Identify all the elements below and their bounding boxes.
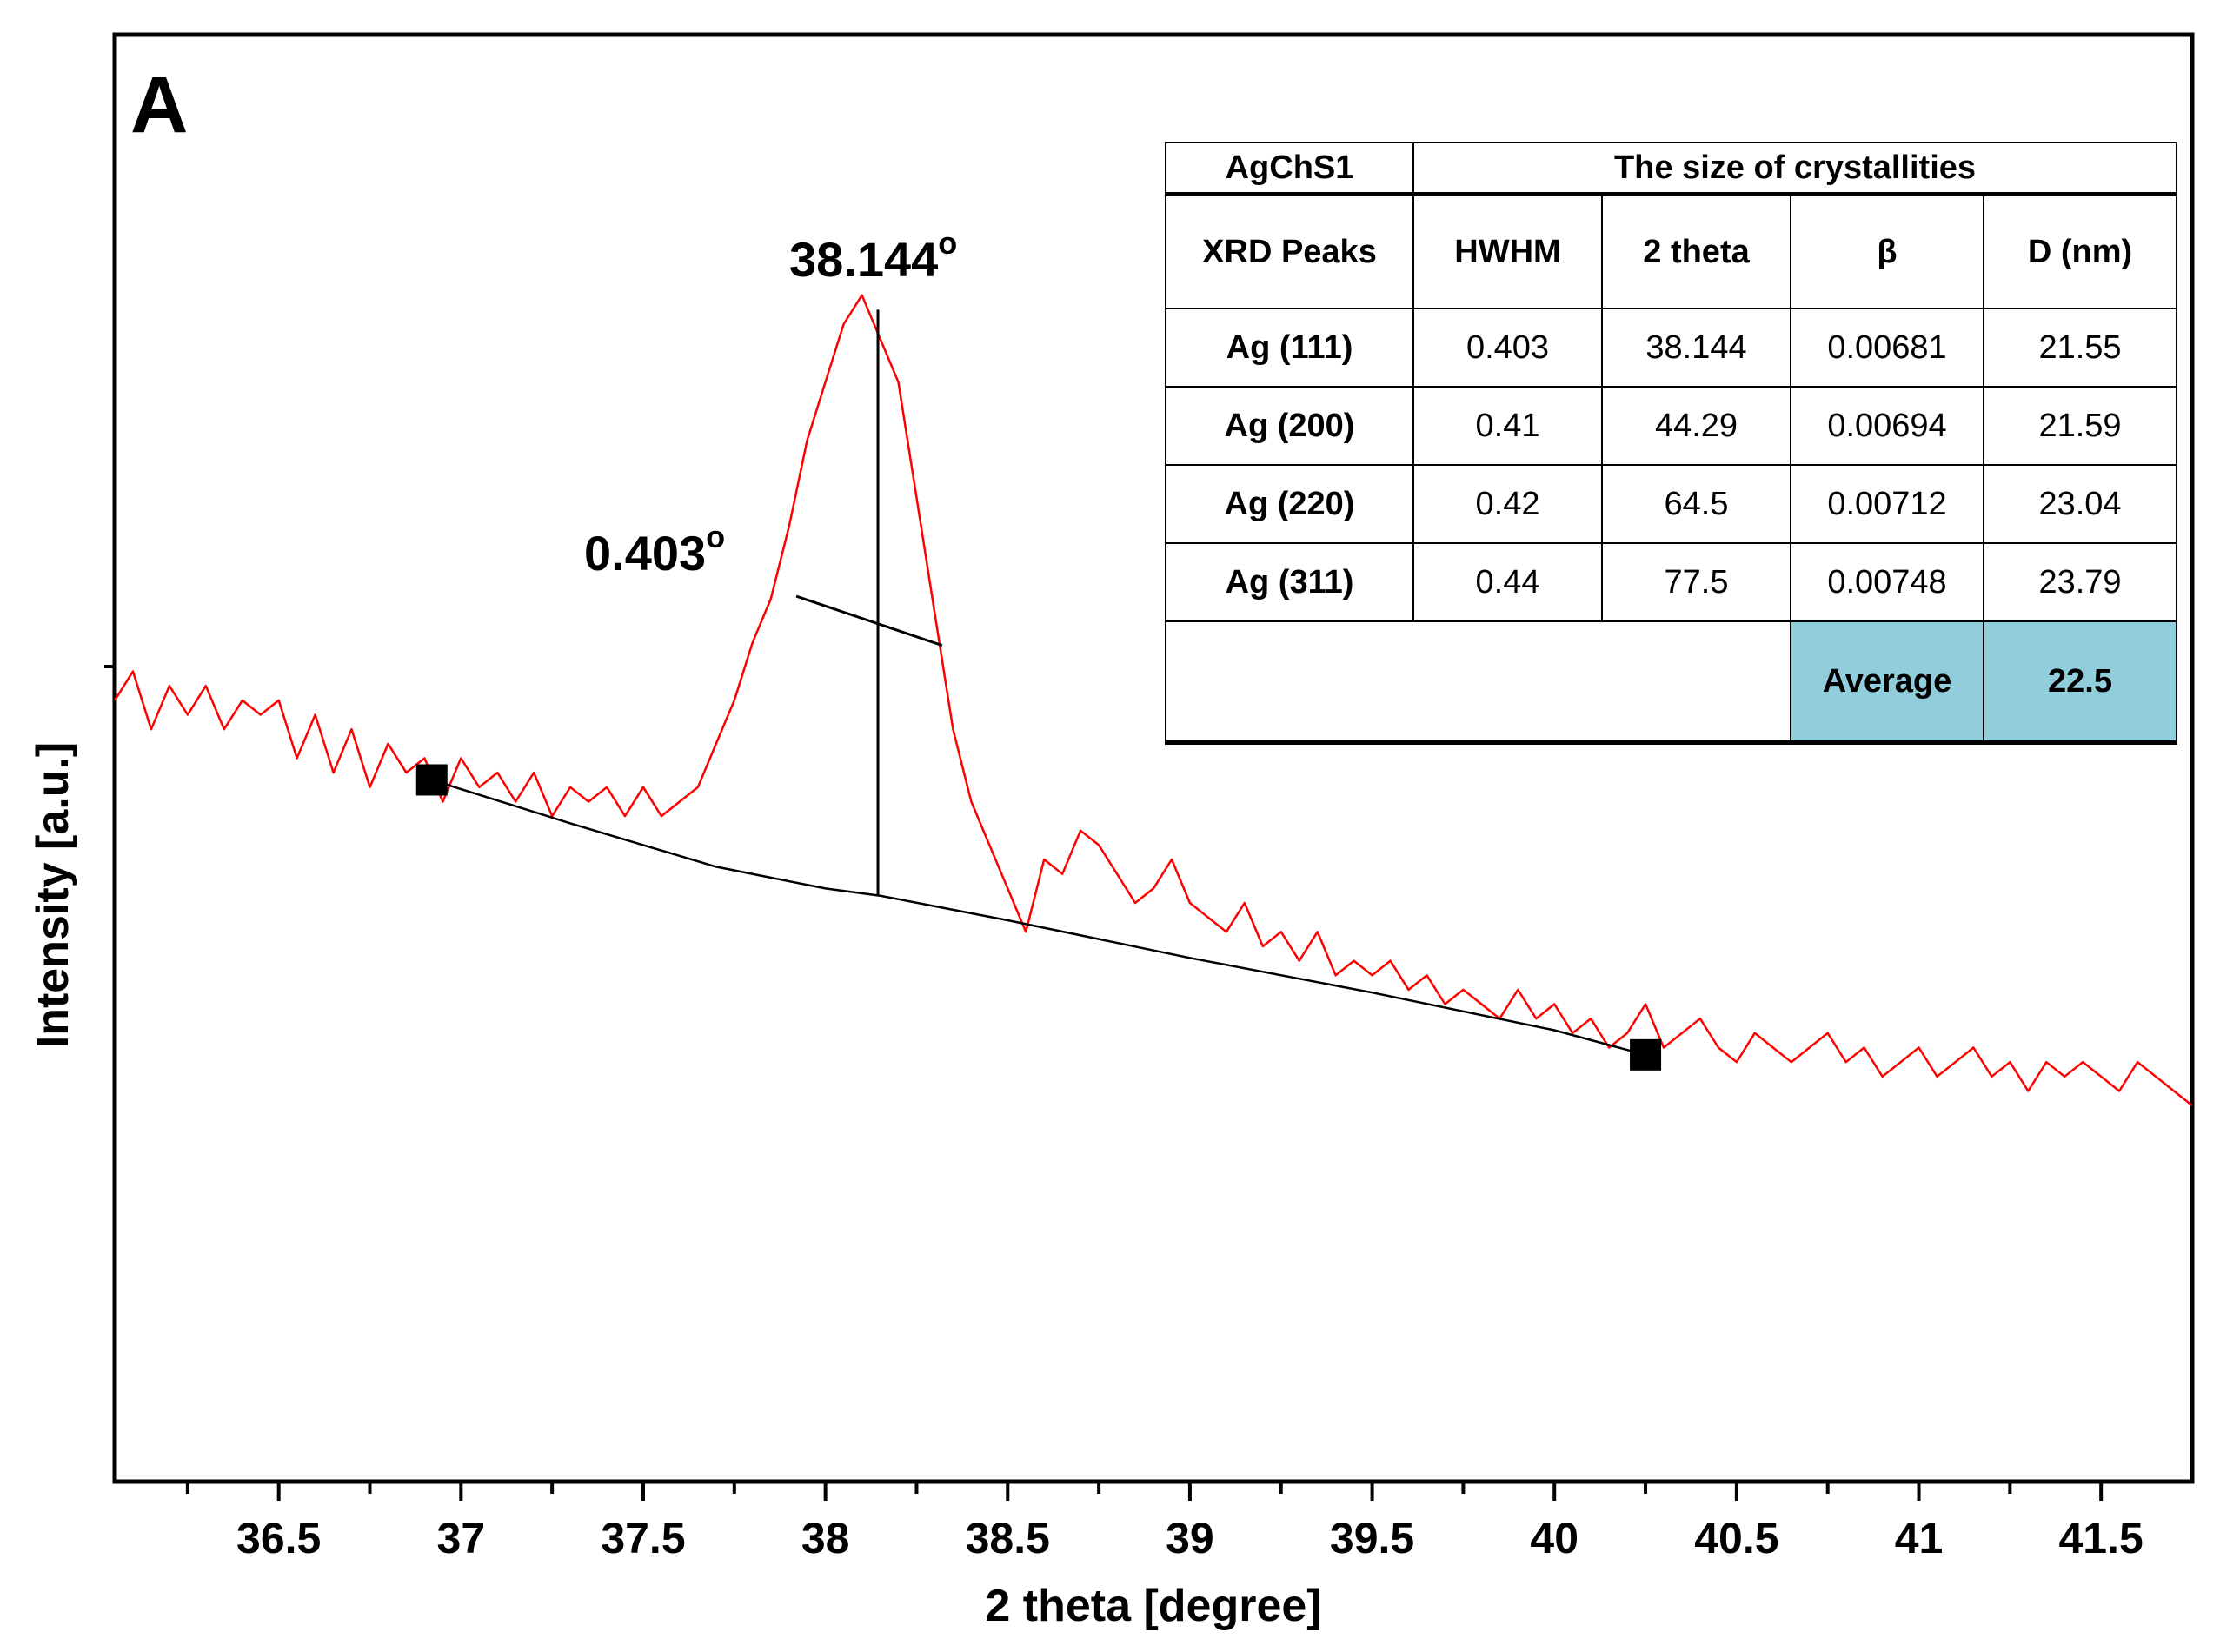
table-row: Ag (220) 0.42 64.5 0.00712 23.04 [1165,464,2177,544]
peak-position-value: 38.144 [789,232,938,287]
table-title-row: AgChS1 The size of crystallities [1165,142,2177,196]
peak-position-degree: o [938,225,957,261]
table-row: Ag (200) 0.41 44.29 0.00694 21.59 [1165,386,2177,466]
xrd-trace [113,294,2193,1107]
d-nm-cell: 23.79 [1983,542,2177,622]
baseline-line [431,779,1646,1057]
hwhm-cell: 0.403 [1412,308,1603,388]
peak-position-annotation: 38.144o [789,225,957,287]
x-tick-label: 41 [1895,1514,1944,1562]
table-row: Ag (311) 0.44 77.5 0.00748 23.79 [1165,542,2177,622]
x-tick-label: 38 [801,1514,850,1562]
two-theta-cell: 44.29 [1601,386,1791,466]
annotations: 38.144o 0.403o [584,225,957,896]
xrd-series [113,294,2193,1107]
average-blank-cell [1165,620,1791,744]
d-nm-cell: 21.55 [1983,308,2177,388]
fwhm-line [795,594,943,647]
average-label: Average [1790,620,1984,744]
peak-name: Ag (311) [1165,542,1414,622]
x-tick-label: 36.5 [236,1514,321,1562]
baseline-marker [415,764,448,796]
beta-cell: 0.00681 [1790,308,1984,388]
x-tick-label: 39 [1166,1514,1214,1562]
d-nm-cell: 21.59 [1983,386,2177,466]
beta-cell: 0.00694 [1790,386,1984,466]
x-tick-label: 40.5 [1694,1514,1778,1562]
header-d-nm: D (nm) [1983,193,2177,309]
average-value: 22.5 [1983,620,2177,744]
header-xrd-peaks: XRD Peaks [1165,193,1414,309]
x-tick-label: 37.5 [601,1514,685,1562]
peak-name: Ag (111) [1165,308,1414,388]
y-axis-title: Intensity [a.u.] [28,742,78,1048]
beta-cell: 0.00712 [1790,464,1984,544]
header-hwhm: HWHM [1412,193,1603,309]
peak-name: Ag (220) [1165,464,1414,544]
hwhm-cell: 0.42 [1412,464,1603,544]
hwhm-cell: 0.41 [1412,386,1603,466]
baseline-marker [1630,1038,1662,1071]
hwhm-annotation: 0.403o [584,519,725,581]
panel-label: A [130,61,188,149]
hwhm-degree: o [706,519,725,554]
table-row: Ag (111) 0.403 38.144 0.00681 21.55 [1165,308,2177,388]
peak-name: Ag (200) [1165,386,1414,466]
two-theta-cell: 38.144 [1601,308,1791,388]
d-nm-cell: 23.04 [1983,464,2177,544]
header-2theta: 2 theta [1601,193,1791,309]
two-theta-cell: 77.5 [1601,542,1791,622]
plot-frame [112,32,2195,1484]
x-tick-label: 37 [437,1514,486,1562]
crystallite-size-table: AgChS1 The size of crystallities XRD Pea… [1165,142,2177,745]
baseline [415,764,1662,1071]
table-average-row: Average 22.5 [1165,620,2177,744]
x-axis-title: 2 theta [degree] [985,1581,1321,1631]
beta-cell: 0.00748 [1790,542,1984,622]
x-axis-ticks [185,1482,2104,1501]
x-tick-label: 38.5 [966,1514,1050,1562]
two-theta-cell: 64.5 [1601,464,1791,544]
table-header-row: XRD Peaks HWHM 2 theta β D (nm) [1165,193,2177,309]
x-tick-label: 40 [1530,1514,1579,1562]
x-tick-label: 39.5 [1330,1514,1414,1562]
hwhm-cell: 0.44 [1412,542,1603,622]
x-axis-tick-labels: 36.5 37 37.5 38 38.5 39 39.5 40 40.5 41 41.5 [236,1514,2144,1562]
hwhm-value: 0.403 [584,526,706,581]
x-tick-label: 41.5 [2059,1514,2144,1562]
table-sample-name: AgChS1 [1165,142,1414,196]
header-beta: β [1790,193,1984,309]
table-title: The size of crystallities [1412,142,2177,196]
